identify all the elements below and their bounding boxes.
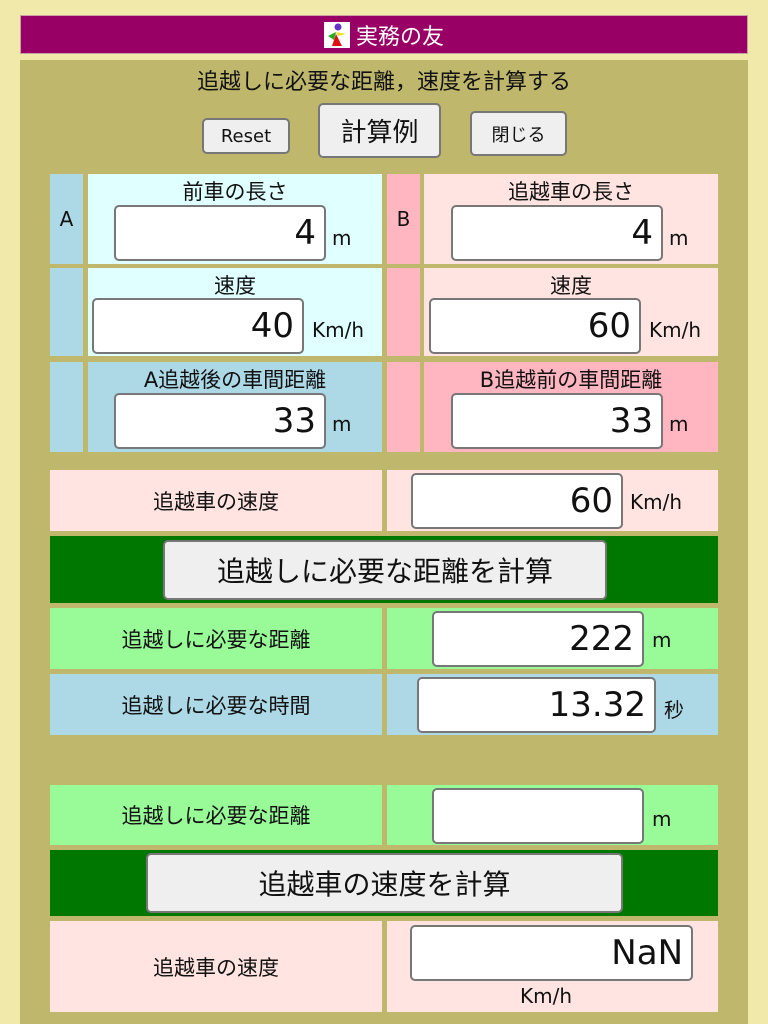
page-title: 追越しに必要な距離，速度を計算する: [196, 70, 571, 95]
car-b-tag-cell: [387, 362, 420, 452]
unit-label: m: [669, 412, 689, 436]
required-time-output[interactable]: 13.32: [417, 677, 656, 733]
car-a-length-label: 前車の長さ: [182, 180, 288, 204]
unit-label: m: [652, 628, 672, 652]
passing-speed-cell: 60 Km/h: [387, 470, 718, 531]
car-b-length-label: 追越車の長さ: [508, 180, 634, 204]
car-b-gap-cell: B追越前の車間距離 33 m: [424, 362, 718, 452]
car-b-speed-label: 速度: [550, 274, 592, 298]
car-b-length-cell: 追越車の長さ 4 m: [424, 174, 718, 264]
app-logo-icon: [323, 21, 350, 48]
required-distance-label-2: 追越しに必要な距離: [50, 785, 382, 845]
passing-speed-output[interactable]: NaN: [410, 925, 693, 981]
required-distance-cell: 222 m: [387, 608, 718, 669]
car-b-speed-input[interactable]: 60: [429, 298, 641, 354]
car-a-tag-cell: [50, 362, 83, 452]
car-b-gap-input[interactable]: 33: [451, 393, 663, 449]
required-time-label: 追越しに必要な時間: [50, 674, 382, 735]
passing-speed-input[interactable]: 60: [411, 473, 623, 529]
car-a-speed-label: 速度: [214, 274, 256, 298]
car-b-tag: B: [387, 174, 420, 264]
calc-distance-button[interactable]: 追越しに必要な距離を計算: [163, 540, 607, 600]
required-distance-cell-2: m: [387, 785, 718, 845]
passing-speed-label-2: 追越車の速度: [50, 921, 382, 1012]
unit-label: m: [332, 412, 352, 436]
car-a-gap-input[interactable]: 33: [114, 393, 326, 449]
unit-label: Km/h: [520, 984, 573, 1008]
app-header: 実務の友: [20, 15, 748, 54]
unit-label: m: [332, 226, 352, 250]
car-a-speed-input[interactable]: 40: [92, 298, 304, 354]
car-b-gap-label: B追越前の車間距離: [479, 368, 663, 392]
car-a-length-input[interactable]: 4: [114, 205, 326, 261]
passing-speed-label: 追越車の速度: [50, 470, 382, 531]
unit-label: m: [669, 226, 689, 250]
passing-speed-cell-2: NaN Km/h: [387, 921, 718, 1012]
required-distance-output[interactable]: 222: [432, 611, 644, 667]
car-a-tag-cell: [50, 268, 83, 356]
unit-label: 秒: [664, 698, 684, 722]
car-a-tag: A: [50, 174, 83, 264]
car-b-tag-cell: [387, 268, 420, 356]
required-distance-input[interactable]: [432, 788, 644, 844]
example-button[interactable]: 計算例: [318, 103, 441, 158]
app-title: 実務の友: [355, 24, 444, 50]
required-distance-label: 追越しに必要な距離: [50, 608, 382, 669]
car-a-gap-label: A追越後の車間距離: [143, 368, 327, 392]
car-b-length-input[interactable]: 4: [451, 205, 663, 261]
reset-button[interactable]: Reset: [202, 118, 290, 154]
car-b-speed-cell: 速度 60 Km/h: [424, 268, 718, 356]
required-time-cell: 13.32 秒: [387, 674, 718, 735]
calc-speed-button[interactable]: 追越車の速度を計算: [146, 853, 623, 913]
close-button[interactable]: 閉じる: [470, 111, 567, 156]
unit-label: Km/h: [630, 490, 683, 514]
car-a-gap-cell: A追越後の車間距離 33 m: [88, 362, 382, 452]
car-a-speed-cell: 速度 40 Km/h: [88, 268, 382, 356]
car-a-length-cell: 前車の長さ 4 m: [88, 174, 382, 264]
unit-label: Km/h: [649, 318, 702, 342]
unit-label: m: [652, 807, 672, 831]
unit-label: Km/h: [312, 318, 365, 342]
